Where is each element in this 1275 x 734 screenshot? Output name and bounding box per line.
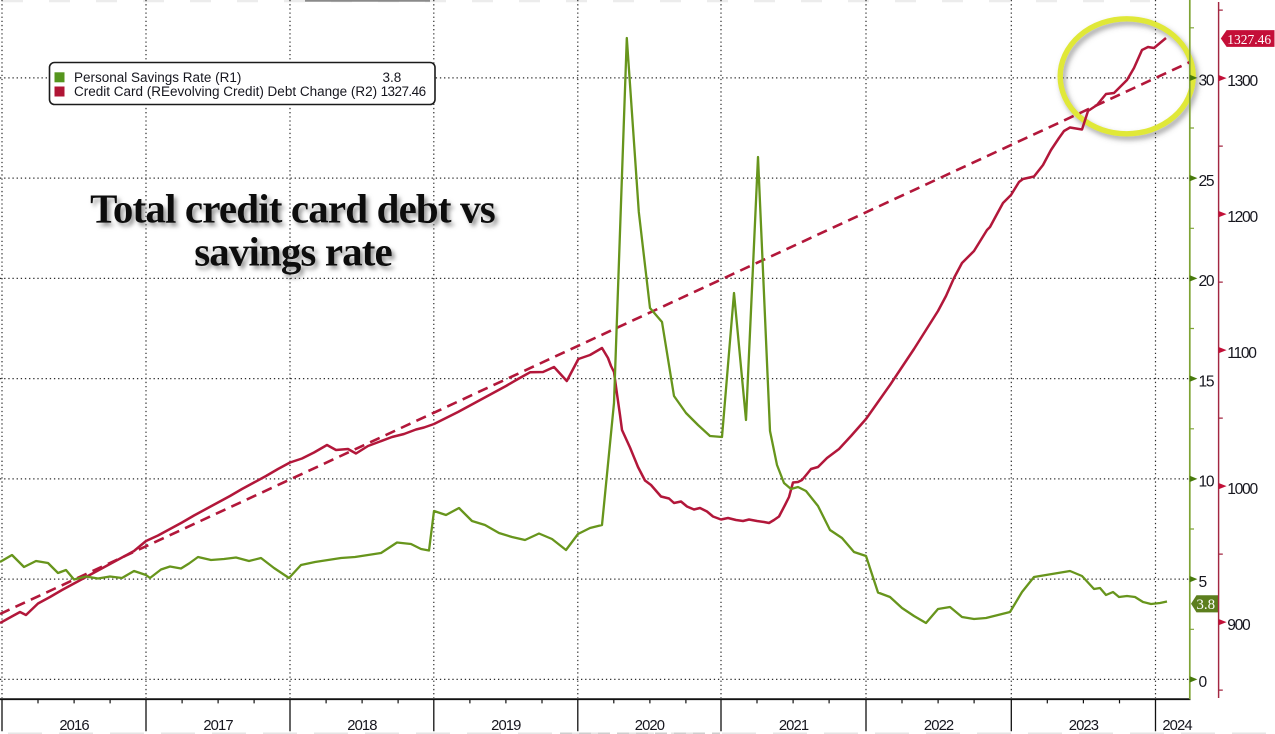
svg-text:2024: 2024 (1162, 718, 1192, 734)
svg-text:1300: 1300 (1227, 73, 1258, 90)
svg-text:2017: 2017 (203, 718, 233, 734)
svg-text:2021: 2021 (779, 718, 809, 734)
svg-text:2022: 2022 (924, 718, 954, 734)
svg-text:30: 30 (1199, 73, 1215, 90)
svg-text:3.8: 3.8 (383, 70, 402, 85)
svg-text:10: 10 (1199, 474, 1215, 491)
svg-text:Credit Card (REevolving Credit: Credit Card (REevolving Credit) Debt Cha… (74, 84, 377, 99)
svg-text:Personal Savings Rate (R1): Personal Savings Rate (R1) (74, 70, 241, 85)
svg-text:Total credit card debt vs: Total credit card debt vs (90, 186, 495, 232)
svg-text:900: 900 (1227, 617, 1251, 634)
svg-text:25: 25 (1199, 173, 1215, 190)
svg-text:0: 0 (1199, 674, 1208, 691)
svg-text:1200: 1200 (1227, 209, 1258, 226)
svg-text:1327.46: 1327.46 (1227, 32, 1271, 47)
svg-text:1000: 1000 (1227, 481, 1258, 498)
svg-text:2019: 2019 (491, 718, 521, 734)
svg-text:15: 15 (1199, 373, 1215, 390)
svg-text:2018: 2018 (347, 718, 377, 734)
svg-text:1327.46: 1327.46 (381, 84, 426, 99)
svg-text:2023: 2023 (1069, 718, 1099, 734)
svg-text:2016: 2016 (59, 718, 89, 734)
svg-text:2020: 2020 (635, 718, 665, 734)
svg-text:savings rate: savings rate (194, 229, 392, 275)
svg-text:5: 5 (1199, 574, 1208, 591)
svg-text:1100: 1100 (1227, 345, 1257, 362)
svg-text:20: 20 (1199, 273, 1215, 290)
svg-text:3.8: 3.8 (1196, 597, 1215, 613)
